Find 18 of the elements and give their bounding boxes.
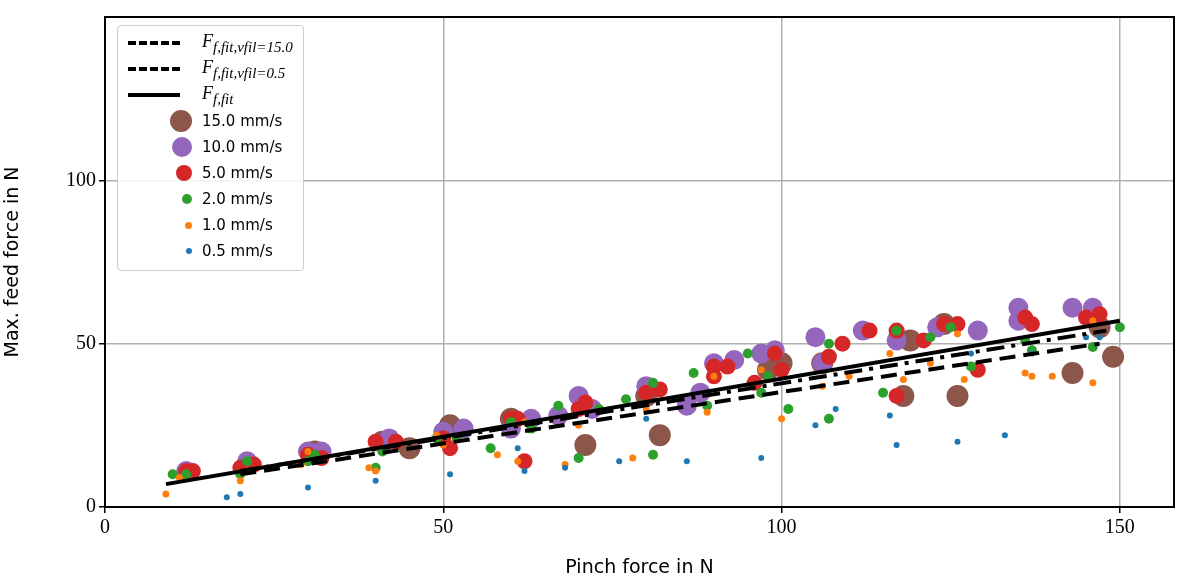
x-tick-label: 50 xyxy=(433,515,454,538)
x-axis-title: Pinch force in N xyxy=(565,554,714,577)
y-axis-title: Max. feed force in N xyxy=(0,166,23,358)
x-tick-label: 0 xyxy=(100,515,110,538)
y-tick-label: 100 xyxy=(66,167,96,190)
x-tick-label: 150 xyxy=(1104,515,1135,538)
legend-label: 1.0 mm/s xyxy=(202,216,273,234)
x-tick-label: 100 xyxy=(766,515,797,538)
legend-label: 5.0 mm/s xyxy=(202,164,273,182)
legend-label: F$_{f,fit}$ xyxy=(202,82,234,108)
legend-label: F$_{f,fit,vfil=0.5}$ xyxy=(202,56,286,82)
legend-label: 2.0 mm/s xyxy=(202,190,273,208)
legend-label: F$_{f,fit,vfil=15.0}$ xyxy=(202,30,293,56)
legend-label: 0.5 mm/s xyxy=(202,242,273,260)
y-tick-label: 50 xyxy=(76,330,96,353)
y-tick-label: 0 xyxy=(86,494,96,517)
legend-label: 15.0 mm/s xyxy=(202,112,283,130)
legend-label: 10.0 mm/s xyxy=(202,138,283,156)
